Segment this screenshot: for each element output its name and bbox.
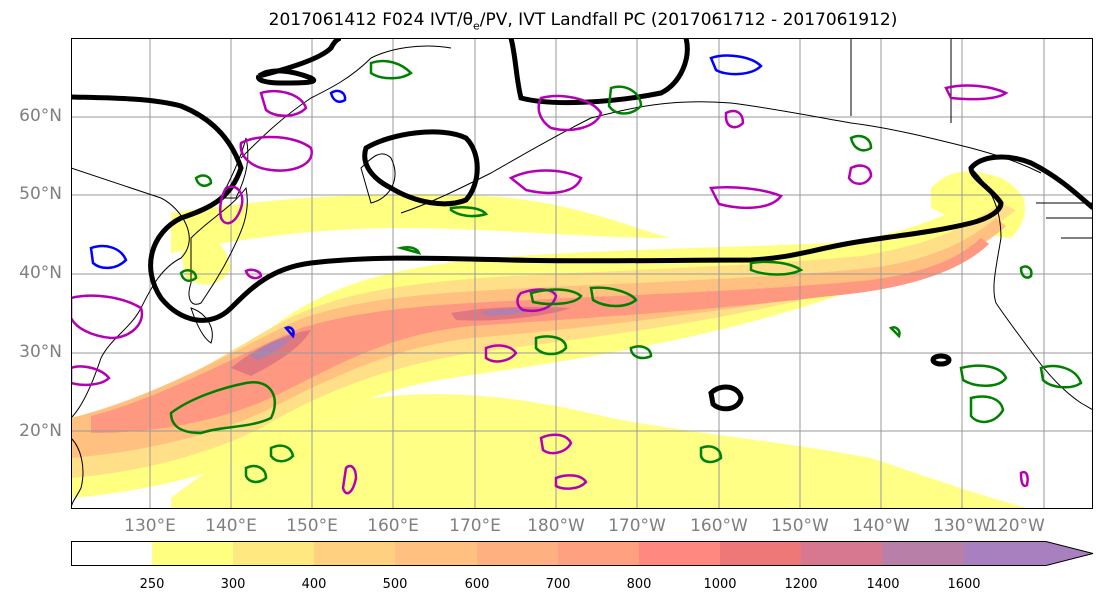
cbar-swatch-500: [395, 541, 477, 566]
lon-label-150w: 150°W: [771, 516, 829, 536]
cbar-tick-300: 300: [220, 577, 246, 592]
map-canvas: [71, 38, 1093, 509]
lon-label-170w: 170°W: [608, 516, 666, 536]
lon-label-180w: 180°W: [527, 516, 585, 536]
cbar-tick-1200: 1200: [784, 577, 818, 592]
cbar-swatch-0: [71, 541, 152, 566]
map-title: 2017061412 F024 IVT/θe/PV, IVT Landfall …: [268, 10, 898, 33]
ivt-250-tropics: [171, 394, 1031, 509]
map-border: [71, 38, 1093, 509]
cbar-swatch-400: [314, 541, 395, 566]
theta-e-contours: [169, 59, 1083, 484]
cbar-swatch-700: [558, 541, 639, 566]
ivt-1400-core: [251, 338, 291, 360]
lat-label-50n: 50°N: [19, 184, 62, 204]
cbar-swatch-800: [639, 541, 720, 566]
lon-label-150e: 150°E: [286, 516, 338, 536]
cbar-tick-1600: 1600: [947, 577, 981, 592]
cbar-swatch-600: [477, 541, 558, 566]
cbar-outline: [71, 541, 1094, 566]
colorbar: [71, 541, 1094, 566]
lat-label-20n: 20°N: [19, 421, 62, 441]
cbar-swatch-1000: [720, 541, 801, 566]
map-panel: [71, 38, 1093, 509]
cbar-tick-1400: 1400: [866, 577, 900, 592]
lon-label-170e: 170°E: [449, 516, 501, 536]
lon-label-160e: 160°E: [367, 516, 419, 536]
cbar-swatch-1400: [882, 541, 964, 566]
lon-label-140w: 140°W: [852, 516, 910, 536]
lon-label-120w: 120°W: [987, 516, 1045, 536]
colorbar-swatches: [71, 541, 1094, 566]
lat-label-60n: 60°N: [19, 106, 62, 126]
lat-label-40n: 40°N: [19, 263, 62, 283]
ivt-250-blob: [241, 432, 321, 472]
lat-label-30n: 30°N: [19, 342, 62, 362]
ivt-250-north-band: [171, 193, 671, 253]
lon-label-140e: 140°E: [205, 516, 257, 536]
cbar-tick-800: 800: [626, 577, 652, 592]
cbar-swatch-1600: [964, 541, 1093, 566]
ivt-800-band: [91, 238, 989, 433]
pv-negative-contours: [89, 54, 763, 339]
lon-label-130w: 130°W: [933, 516, 991, 536]
cbar-tick-500: 500: [382, 577, 408, 592]
cbar-tick-700: 700: [545, 577, 571, 592]
cbar-swatch-250: [152, 541, 233, 566]
cbar-swatch-1200: [801, 541, 882, 566]
pv-contours: [71, 84, 1029, 495]
lon-label-130e: 130°E: [124, 516, 176, 536]
cbar-tick-400: 400: [301, 577, 327, 592]
ivt-1400-core-b: [481, 308, 531, 316]
ivt-300-band: [71, 203, 1016, 478]
cbar-swatch-300: [233, 541, 314, 566]
cbar-tick-600: 600: [464, 577, 490, 592]
cbar-tick-250: 250: [139, 577, 165, 592]
lon-label-160w: 160°W: [690, 516, 748, 536]
ivt-250-coast: [931, 171, 1025, 238]
ivt-500-band: [71, 218, 1006, 458]
cbar-tick-1000: 1000: [703, 577, 737, 592]
